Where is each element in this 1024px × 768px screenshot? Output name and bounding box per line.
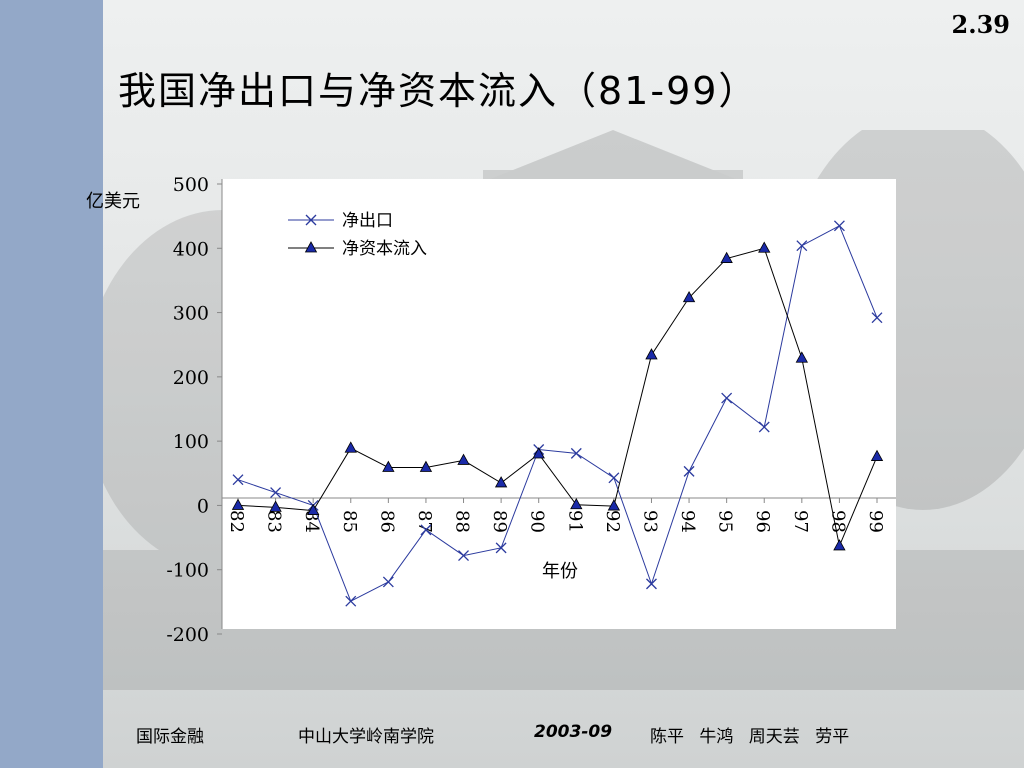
data-point-net-exports xyxy=(458,550,469,562)
data-point-net-exports xyxy=(721,392,733,404)
legend-label: 净出口 xyxy=(342,211,393,231)
y-tick-labels: 500 400 300 200 100 0 -100 -200 xyxy=(166,174,222,646)
x-tick-label: 91 xyxy=(564,510,585,533)
data-point-net-exports xyxy=(608,472,620,484)
y-tick-label: 200 xyxy=(173,367,209,389)
data-point-net-capital-inflow xyxy=(344,441,357,453)
y-tick-label: -100 xyxy=(166,560,209,582)
data-point-net-exports xyxy=(683,465,695,477)
data-point-net-capital-inflow xyxy=(682,290,696,303)
data-point-net-exports xyxy=(270,487,282,499)
x-tick-label: 86 xyxy=(376,510,397,533)
x-tick-label: 87 xyxy=(414,510,435,533)
x-tick-label: 96 xyxy=(752,510,773,533)
data-point-net-capital-inflow xyxy=(720,251,733,263)
footer-course: 国际金融 xyxy=(136,727,204,747)
series-line-1 xyxy=(237,247,878,548)
y-tick-label: 400 xyxy=(173,238,209,260)
x-tick-label: 90 xyxy=(527,510,548,533)
x-tick-label: 98 xyxy=(827,510,848,533)
side-accent-bar xyxy=(0,0,103,768)
x-tick-label: 82 xyxy=(226,510,247,533)
data-point-net-exports xyxy=(871,312,883,324)
data-point-net-capital-inflow xyxy=(645,348,658,360)
data-point-net-capital-inflow xyxy=(833,539,846,551)
data-point-net-exports xyxy=(646,578,657,590)
data-point-net-exports xyxy=(345,595,357,607)
y-tick-label: 0 xyxy=(197,495,209,517)
data-point-net-exports xyxy=(420,524,432,536)
data-point-net-capital-inflow xyxy=(795,351,809,363)
data-point-net-capital-inflow xyxy=(269,500,282,512)
data-point-net-capital-inflow xyxy=(870,449,884,461)
data-point-net-capital-inflow xyxy=(758,241,771,253)
data-point-net-exports xyxy=(382,576,394,588)
x-tick-label: 94 xyxy=(677,510,698,533)
data-point-net-capital-inflow xyxy=(419,460,433,472)
data-point-net-capital-inflow xyxy=(607,499,621,511)
legend-label: 净资本流入 xyxy=(342,239,427,259)
legend-marker xyxy=(304,241,318,253)
y-tick-label: 500 xyxy=(173,174,209,196)
y-tick-label: -200 xyxy=(166,624,209,646)
data-point-net-exports xyxy=(232,474,244,486)
y-axis-label: 亿美元 xyxy=(86,191,140,212)
x-tick-label: 88 xyxy=(452,510,473,533)
data-point-net-capital-inflow xyxy=(532,447,545,459)
slide-title: 我国净出口与净资本流入（81-99） xyxy=(118,69,759,113)
y-tick-label: 100 xyxy=(173,431,209,453)
data-point-net-exports xyxy=(796,240,808,252)
x-tick-label: 89 xyxy=(489,510,510,533)
x-tick-label: 83 xyxy=(264,510,285,533)
legend-marker xyxy=(305,214,317,226)
x-axis-label: 年份 xyxy=(542,561,578,582)
series-layer xyxy=(231,220,884,607)
data-point-net-exports xyxy=(495,542,507,554)
x-tick-label: 93 xyxy=(639,510,660,533)
data-point-net-capital-inflow xyxy=(457,453,470,465)
x-tick-label: 95 xyxy=(715,510,736,533)
footer-date: 2003-09 xyxy=(534,722,613,742)
x-tick-label: 85 xyxy=(339,510,360,533)
footer-school: 中山大学岭南学院 xyxy=(298,727,434,747)
data-point-net-capital-inflow xyxy=(306,503,320,515)
footer: 国际金融 中山大学岭南学院 2003-09 陈平 牛鸿 周天芸 劳平 xyxy=(0,722,1024,750)
data-point-net-capital-inflow xyxy=(231,498,245,510)
footer-authors: 陈平 牛鸿 周天芸 劳平 xyxy=(650,727,850,747)
data-point-net-exports xyxy=(758,421,770,433)
x-tick-label: 99 xyxy=(865,510,886,533)
plot-area xyxy=(222,179,896,629)
data-point-net-capital-inflow xyxy=(494,476,508,488)
slide-number: 2.39 xyxy=(951,10,1010,39)
x-tick-labels: 82 83 84 85 86 87 88 89 90 91 92 93 94 95 96 97 98 99 xyxy=(226,498,886,533)
series-line-0 xyxy=(237,225,878,602)
x-tick-label: 92 xyxy=(602,510,623,533)
data-point-net-exports xyxy=(833,220,845,232)
data-point-net-capital-inflow xyxy=(382,460,395,472)
y-tick-label: 300 xyxy=(173,303,209,325)
data-point-net-exports xyxy=(570,447,582,459)
x-tick-label: 97 xyxy=(790,510,811,533)
data-point-net-capital-inflow xyxy=(570,497,583,510)
